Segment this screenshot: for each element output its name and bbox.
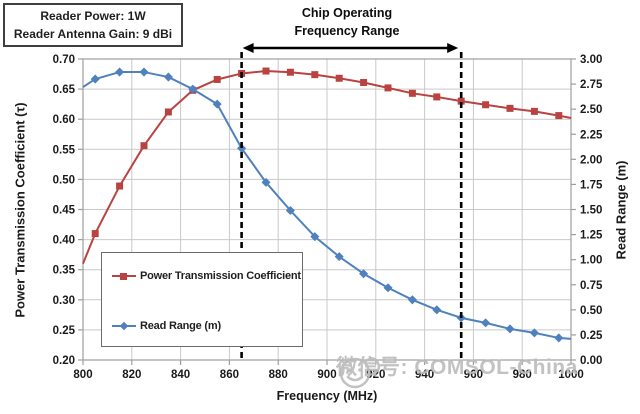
x-axis-title: Frequency (MHz) (276, 389, 378, 403)
left-tick-label: 0.55 (53, 144, 76, 156)
x-tick-label: 980 (513, 369, 532, 381)
data-point-square (335, 74, 343, 82)
blue-diamond-marker-icon (112, 319, 136, 333)
data-point-square (384, 84, 392, 92)
data-point-square (116, 182, 124, 190)
left-tick-label: 0.60 (53, 114, 75, 126)
right-tick-label: 2.75 (580, 79, 603, 91)
data-point-square (91, 230, 99, 238)
legend-label-read-range: Read Range (m) (140, 320, 221, 332)
data-point-diamond (432, 305, 442, 315)
data-point-square (482, 101, 490, 109)
data-point-diamond (481, 318, 491, 328)
data-point-square (262, 67, 270, 75)
x-tick-label: 920 (366, 369, 385, 381)
data-point-square (408, 89, 416, 97)
right-tick-label: 1.50 (580, 205, 602, 217)
right-y-axis-title: Read Range (m) (613, 160, 629, 260)
right-tick-label: 1.00 (580, 255, 602, 267)
x-tick-label: 800 (73, 369, 92, 381)
right-tick-label: 0.00 (580, 355, 602, 367)
left-tick-label: 0.40 (53, 235, 75, 247)
data-point-diamond (90, 74, 100, 84)
left-tick-label: 0.30 (53, 295, 75, 307)
right-tick-label: 2.25 (580, 129, 603, 141)
left-tick-label: 0.45 (53, 205, 76, 217)
right-tick-label: 3.00 (580, 54, 602, 66)
right-tick-label: 2.50 (580, 104, 602, 116)
reader-power-text: Reader Power: 1W (40, 9, 146, 23)
right-tick-label: 1.25 (580, 230, 603, 242)
data-point-square (164, 108, 172, 116)
data-point-diamond (285, 205, 295, 216)
right-tick-label: 0.75 (580, 280, 603, 292)
left-tick-label: 0.70 (53, 54, 75, 66)
legend: Power Transmission Coefficient Read Rang… (101, 252, 303, 347)
legend-entry-power-transmission: Power Transmission Coefficient (112, 269, 301, 283)
right-tick-label: 2.00 (580, 154, 602, 166)
series-line-diamond (82, 71, 572, 340)
legend-label-power-transmission: Power Transmission Coefficient (140, 270, 301, 282)
data-point-diamond (383, 283, 393, 293)
x-tick-label: 840 (171, 369, 190, 381)
data-point-square (360, 78, 368, 86)
data-point-diamond (505, 324, 515, 334)
arrow-right-head-icon (447, 43, 459, 53)
data-point-diamond (212, 99, 222, 109)
legend-entry-read-range: Read Range (m) (112, 319, 221, 333)
x-tick-label: 820 (122, 369, 141, 381)
data-point-square (433, 93, 441, 101)
data-point-diamond (188, 84, 198, 94)
data-point-square (286, 68, 294, 76)
chip-operating-range-line1: Chip Operating (301, 6, 393, 20)
data-point-square (213, 75, 221, 83)
x-tick-label: 860 (220, 369, 239, 381)
right-tick-label: 0.50 (580, 305, 602, 317)
data-point-square (555, 112, 563, 120)
data-point-diamond (115, 67, 125, 77)
data-point-diamond (163, 72, 173, 82)
left-tick-label: 0.25 (53, 325, 76, 337)
chip-operating-range-line2: Frequency Range (294, 24, 400, 38)
red-square-marker-icon (112, 269, 136, 283)
x-tick-label: 1000 (558, 369, 584, 381)
data-point-square (506, 104, 514, 112)
data-point-square (457, 97, 465, 105)
data-point-diamond (407, 295, 417, 305)
chip-operating-range-title: Chip Operating Frequency Range (252, 4, 442, 40)
left-tick-label: 0.65 (53, 84, 76, 96)
left-y-axis-title: Power Transmission Coefficient (τ) (12, 102, 28, 318)
series-line-square (82, 70, 572, 265)
x-tick-label: 880 (269, 369, 288, 381)
reader-info-box: Reader Power: 1W Reader Antenna Gain: 9 … (3, 3, 183, 47)
data-point-diamond (554, 333, 564, 343)
reader-antenna-gain-text: Reader Antenna Gain: 9 dBi (13, 27, 173, 41)
data-point-diamond (139, 67, 149, 77)
right-tick-label: 1.75 (580, 179, 603, 191)
x-tick-label: 900 (317, 369, 336, 381)
left-tick-label: 0.35 (53, 265, 76, 277)
arrow-left-head-icon (242, 43, 254, 53)
right-tick-label: 0.25 (580, 330, 603, 342)
x-tick-label: 960 (464, 369, 483, 381)
data-point-diamond (310, 232, 320, 242)
left-tick-label: 0.20 (53, 355, 75, 367)
x-tick-label: 940 (415, 369, 434, 381)
data-point-square (311, 71, 319, 79)
left-tick-label: 0.50 (53, 174, 75, 186)
data-point-square (140, 142, 148, 150)
data-point-square (530, 107, 538, 115)
